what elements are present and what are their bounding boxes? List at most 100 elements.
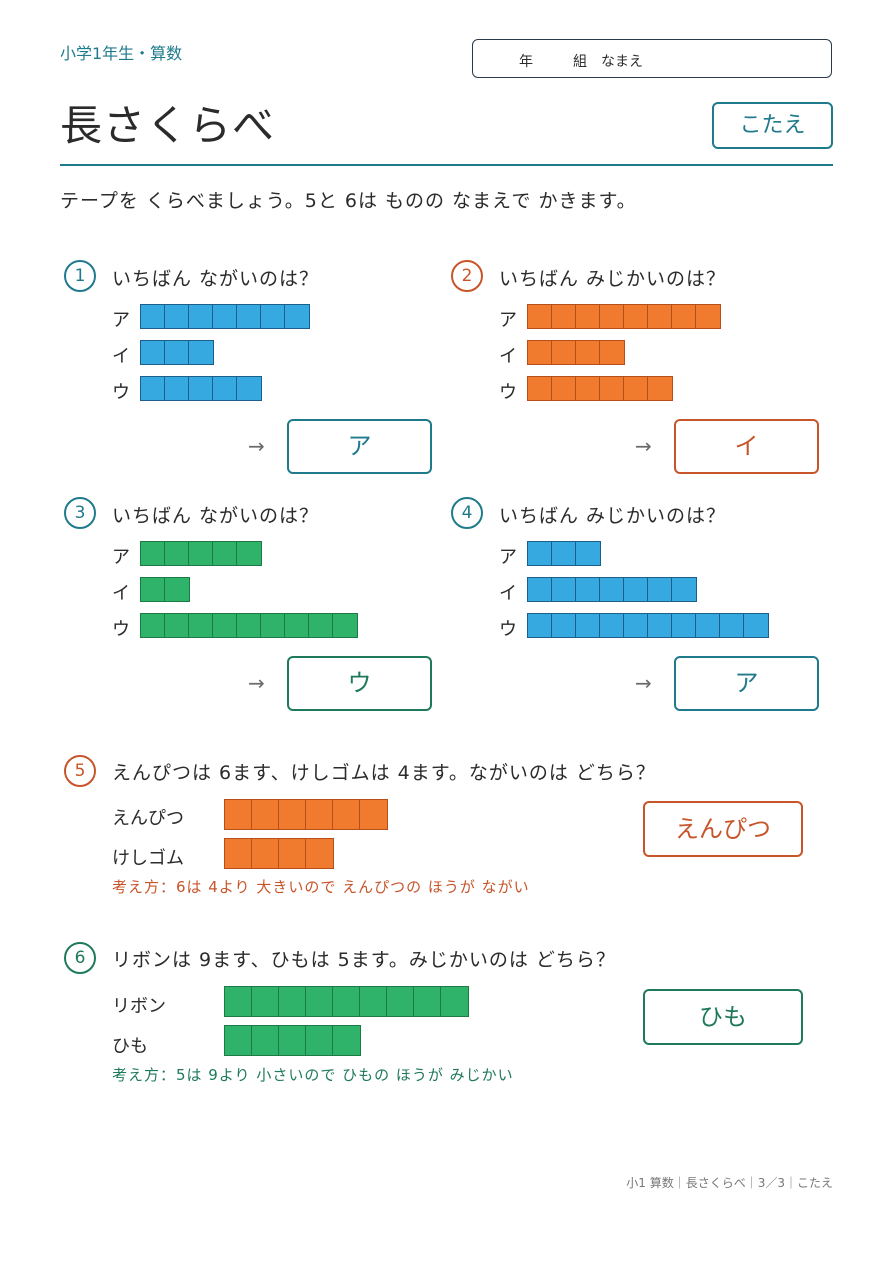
tape-cell [252, 1026, 279, 1055]
tape-cell [552, 614, 576, 637]
tape-cell [261, 305, 285, 328]
tape-cell [624, 578, 648, 601]
tape-cell [672, 305, 696, 328]
tape-cell [648, 614, 672, 637]
tape-cell [237, 614, 261, 637]
tape-label: けしゴム [112, 848, 184, 869]
question-number-3: 3 [64, 497, 96, 529]
tape-cell [225, 987, 252, 1016]
tape-cell [279, 800, 306, 829]
tape-cell [306, 1026, 333, 1055]
tape-cell [696, 305, 720, 328]
question-number-1: 1 [64, 260, 96, 292]
answer-box-1[interactable]: ア [287, 419, 432, 474]
tape-cell [744, 614, 768, 637]
tape-cell [189, 377, 213, 400]
tape-cell [213, 542, 237, 565]
title-divider [60, 164, 833, 166]
tape-label: イ [499, 583, 517, 604]
tape-cell [285, 305, 309, 328]
tape-label: ウ [112, 619, 130, 640]
grade-label: 小学1年生・算数 [60, 44, 183, 63]
tape-cell [189, 614, 213, 637]
tape-cell [333, 1026, 360, 1055]
tape-label: ひも [112, 1036, 148, 1057]
tape-cell [414, 987, 441, 1016]
tape-cell [576, 305, 600, 328]
tape-cell [141, 377, 165, 400]
hint-text-6: 考え方：5は 9より 小さいので ひもの ほうが みじかい [112, 1066, 514, 1084]
tape-cell [252, 839, 279, 868]
tape-cell [165, 305, 189, 328]
tape-cell [360, 987, 387, 1016]
tape-cell [141, 614, 165, 637]
tape-cell [624, 305, 648, 328]
tape-cell [285, 614, 309, 637]
tape-cell [141, 341, 165, 364]
tape-cell [237, 377, 261, 400]
tape-cell [306, 987, 333, 1016]
tape-label: ア [499, 547, 517, 568]
question-number-4: 4 [451, 497, 483, 529]
question-text-3: いちばん ながいのは？ [112, 505, 320, 527]
tape-cell [648, 305, 672, 328]
answer-box-5[interactable]: えんぴつ [643, 801, 803, 857]
tape-cell [528, 305, 552, 328]
tape-bar [140, 304, 310, 329]
tape-cell [672, 578, 696, 601]
tape-cell [720, 614, 744, 637]
tape-bar [140, 376, 262, 401]
tape-cell [225, 1026, 252, 1055]
tape-cell [141, 578, 165, 601]
tape-cell [600, 614, 624, 637]
tape-cell [279, 987, 306, 1016]
tape-cell [576, 578, 600, 601]
question-text-5: えんぴつは 6ます、けしゴムは 4ます。ながいのは どちら？ [112, 762, 656, 784]
tape-bar [527, 541, 601, 566]
tape-cell [672, 614, 696, 637]
page-title: 長さくらべ [60, 101, 276, 150]
arrow-icon: → [248, 671, 265, 695]
tape-bar [140, 577, 190, 602]
tape-cell [237, 305, 261, 328]
answer-box-4[interactable]: ア [674, 656, 819, 711]
question-text-4: いちばん みじかいのは？ [499, 505, 727, 527]
tape-cell [387, 987, 414, 1016]
tape-cell [279, 839, 306, 868]
tape-cell [600, 305, 624, 328]
tape-cell [360, 800, 387, 829]
tape-label: ウ [499, 619, 517, 640]
question-number-6: 6 [64, 942, 96, 974]
tape-cell [252, 987, 279, 1016]
tape-cell [189, 341, 213, 364]
question-text-2: いちばん みじかいのは？ [499, 268, 727, 290]
answer-badge: こたえ [712, 102, 833, 149]
tape-label: えんぴつ [112, 808, 184, 829]
tape-cell [576, 341, 600, 364]
tape-cell [600, 341, 624, 364]
tape-cell [213, 305, 237, 328]
tape-cell [333, 987, 360, 1016]
arrow-icon: → [635, 434, 652, 458]
tape-bar [224, 986, 469, 1017]
tape-label: ウ [112, 382, 130, 403]
answer-box-6[interactable]: ひも [643, 989, 803, 1045]
tape-cell [552, 377, 576, 400]
question-text-1: いちばん ながいのは？ [112, 268, 320, 290]
tape-cell [576, 614, 600, 637]
tape-cell [165, 341, 189, 364]
tape-cell [165, 614, 189, 637]
tape-cell [576, 542, 600, 565]
name-field[interactable]: 年 組 なまえ [472, 39, 832, 78]
question-number-5: 5 [64, 755, 96, 787]
tape-cell [189, 542, 213, 565]
tape-cell [528, 614, 552, 637]
tape-bar [140, 340, 214, 365]
tape-bar [527, 577, 697, 602]
tape-cell [261, 614, 285, 637]
tape-label: ア [112, 547, 130, 568]
answer-box-2[interactable]: イ [674, 419, 819, 474]
tape-cell [225, 800, 252, 829]
tape-cell [528, 341, 552, 364]
answer-box-3[interactable]: ウ [287, 656, 432, 711]
